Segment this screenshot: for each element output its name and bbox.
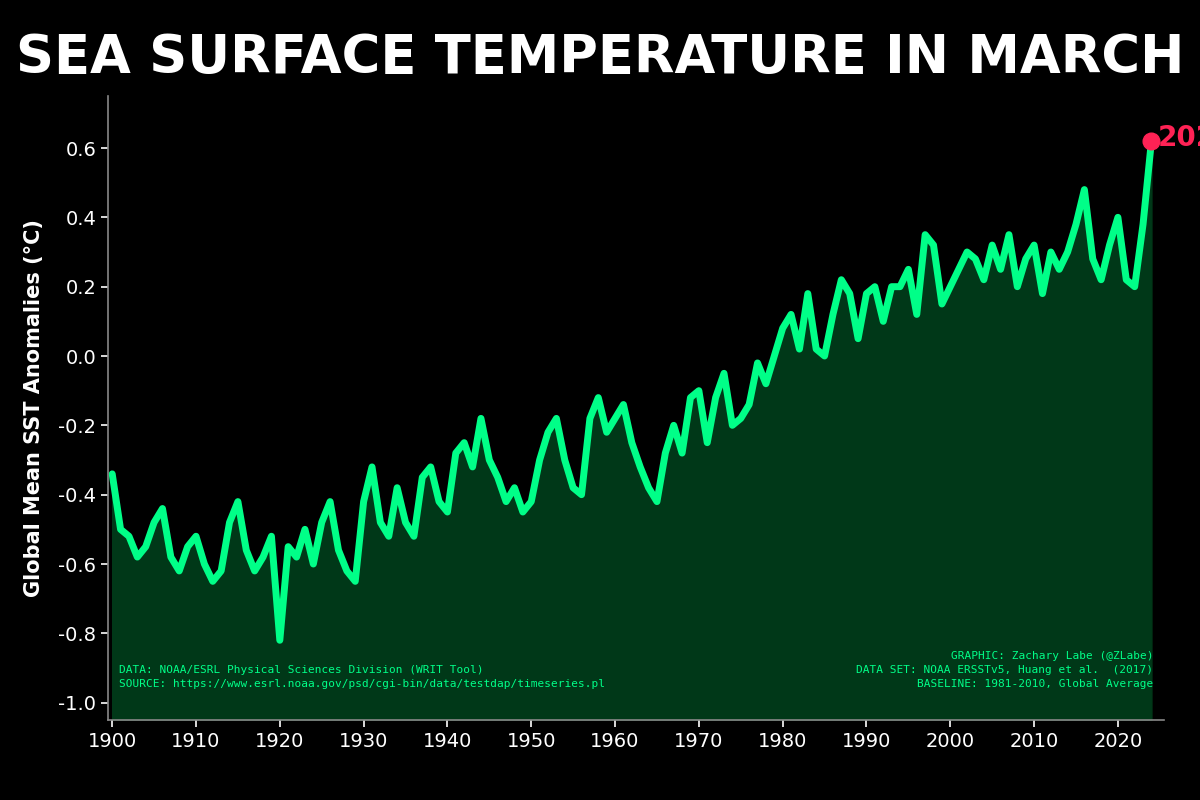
- Text: DATA: NOAA/ESRL Physical Sciences Division (WRIT Tool)
SOURCE: https://www.esrl.: DATA: NOAA/ESRL Physical Sciences Divisi…: [119, 665, 605, 689]
- Text: SEA SURFACE TEMPERATURE IN MARCH: SEA SURFACE TEMPERATURE IN MARCH: [16, 32, 1184, 84]
- Text: 2024!: 2024!: [1158, 123, 1200, 152]
- Text: GRAPHIC: Zachary Labe (@ZLabe)
DATA SET: NOAA ERSSTv5, Huang et al.  (2017)
BASE: GRAPHIC: Zachary Labe (@ZLabe) DATA SET:…: [857, 651, 1153, 689]
- Y-axis label: Global Mean SST Anomalies (°C): Global Mean SST Anomalies (°C): [24, 219, 44, 597]
